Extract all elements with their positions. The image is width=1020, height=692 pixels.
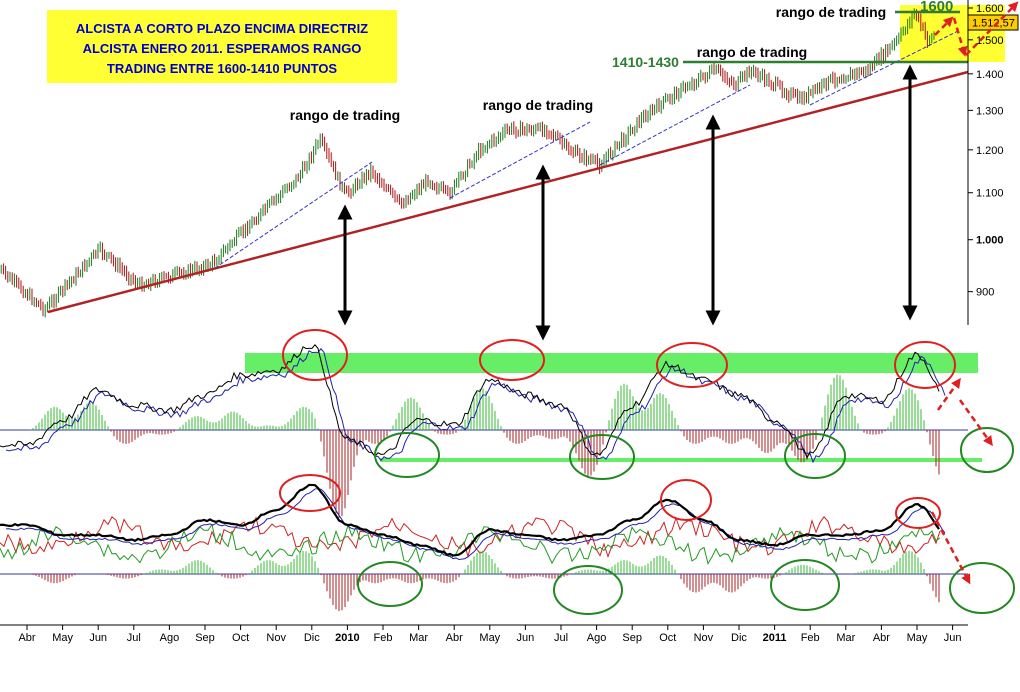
x-tick-label: Mar: [836, 632, 855, 644]
x-tick-label: Jun: [944, 632, 962, 644]
x-tick-label: May: [907, 632, 928, 644]
y-tick-label: 1.100: [976, 188, 1004, 200]
x-tick-label: Abr: [446, 632, 463, 644]
price-series: [0, 8, 935, 318]
long-term-trendline: [47, 70, 969, 314]
x-tick-label: Mar: [409, 632, 428, 644]
x-tick-label: Abr: [873, 632, 890, 644]
channel-line: [214, 161, 373, 269]
x-tick-label: Sep: [622, 632, 642, 644]
peak-ellipse: [894, 341, 956, 389]
trough-ellipse: [960, 427, 1014, 473]
channel-line: [809, 29, 961, 106]
oscillator-line: [0, 523, 941, 565]
last-price-box: [967, 14, 1019, 31]
forecast-arrow: [934, 16, 954, 36]
y-tick-label: 1.300: [976, 105, 1004, 117]
forecast-arrow: [965, 1, 1019, 56]
comment-line: ALCISTA A CORTO PLAZO ENCIMA DIRECTRIZ: [76, 21, 368, 36]
y-tick-label: 1.200: [976, 145, 1004, 157]
trough-ellipse: [357, 561, 423, 607]
level-1410-label: 1410-1430: [612, 54, 679, 70]
peak-ellipse: [279, 474, 341, 512]
range-label: rango de trading: [290, 107, 400, 123]
trough-ellipse: [569, 434, 635, 480]
x-tick-label: Sep: [195, 632, 215, 644]
x-tick-label: Feb: [801, 632, 820, 644]
channel-line: [599, 84, 751, 166]
trough-ellipse: [553, 565, 623, 615]
trough-ellipse: [374, 432, 440, 478]
comment-line: TRADING ENTRE 1600-1410 PUNTOS: [107, 61, 338, 76]
peak-ellipse: [660, 479, 712, 521]
range-label: rango de trading: [776, 4, 886, 20]
time-axis: Abr May Jun Jul Ago Sep Oct Nov Dic 2010 Feb Mar Abr…: [18, 625, 961, 644]
x-tick-label: Jul: [127, 632, 141, 644]
trough-ellipse: [949, 562, 1015, 614]
peak-ellipse: [895, 497, 941, 529]
trough-ellipse: [770, 559, 840, 611]
range-label: rango de trading: [697, 44, 807, 60]
x-tick-label: Oct: [659, 632, 676, 644]
x-tick-label: Jul: [554, 632, 568, 644]
x-tick-label: Ago: [587, 632, 607, 644]
y-tick-label: 900: [976, 287, 994, 299]
forecast-arrow: [936, 377, 961, 411]
comment-box: [47, 10, 397, 83]
last-price-label: 1.512,57: [972, 18, 1015, 30]
x-tick-label: Oct: [232, 632, 249, 644]
y-tick-label: 1.400: [976, 69, 1004, 81]
x-tick-label: Nov: [694, 632, 714, 644]
x-tick-label: Dic: [731, 632, 747, 644]
lower-indicator-panel: [0, 483, 968, 612]
range-label: rango de trading: [483, 97, 593, 113]
level-1600-label: 1600: [920, 0, 953, 15]
x-tick-label: Dic: [304, 632, 320, 644]
x-tick-label: Ago: [160, 632, 180, 644]
peak-ellipse: [282, 329, 348, 381]
indicator-line: [0, 344, 940, 460]
channel-line: [449, 121, 591, 199]
peak-ellipse: [656, 342, 728, 388]
x-tick-label: Jun: [89, 632, 107, 644]
x-tick-label: 2011: [763, 632, 787, 644]
x-tick-label: Abr: [18, 632, 35, 644]
x-tick-label: Nov: [266, 632, 286, 644]
x-tick-label: May: [479, 632, 500, 644]
trough-ellipse: [784, 433, 846, 479]
x-tick-label: Jun: [517, 632, 535, 644]
y-tick-label: 1.600: [976, 3, 1004, 15]
forecast-arrow: [930, 511, 971, 585]
x-tick-label: May: [52, 632, 73, 644]
resistance-band: [245, 353, 978, 373]
signal-line: [5, 488, 946, 560]
x-tick-label: Feb: [374, 632, 393, 644]
peak-ellipse: [479, 339, 545, 381]
x-tick-label: 2010: [335, 632, 359, 644]
forecast-arrow: [952, 17, 968, 57]
indicator-line: [0, 483, 940, 557]
forecast-arrow: [958, 399, 993, 447]
short-term-channels: [214, 29, 961, 269]
comment-line: ALCISTA ENERO 2011. ESPERAMOS RANGO: [83, 41, 362, 56]
y-tick-label: 1.000: [976, 235, 1004, 247]
